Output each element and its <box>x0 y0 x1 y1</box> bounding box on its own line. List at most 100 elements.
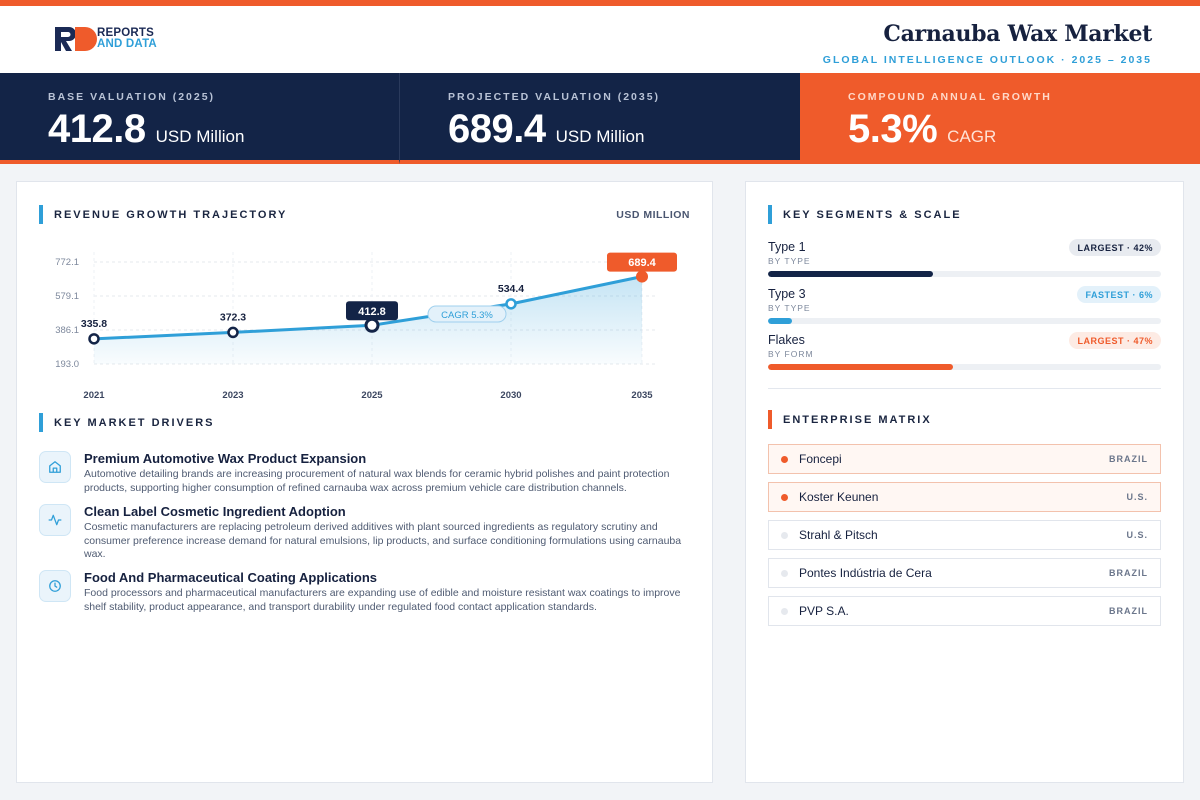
driver-description: Automotive detailing brands are increasi… <box>84 468 670 494</box>
brand-line-2: AND DATA <box>97 38 157 50</box>
revenue-section-header: REVENUE GROWTH TRAJECTORY <box>39 205 287 224</box>
segment-bar <box>768 318 792 324</box>
enterprise-row[interactable]: Koster Keunen U.S. <box>768 482 1161 512</box>
section-divider <box>768 388 1161 389</box>
section-accent-bar <box>39 413 43 432</box>
page-title: Carnauba Wax Market <box>883 21 1152 47</box>
page-header: REPORTS AND DATA Carnauba Wax Market GLO… <box>0 6 1200 73</box>
segment-track <box>768 318 1161 324</box>
revenue-chart: 772.1 579.1 386.1 193.0 2021 2023 2025 2030 2035… <box>55 252 677 401</box>
kpi-value: 5.3% <box>848 107 938 151</box>
chart-point <box>505 298 517 310</box>
left-panel: REVENUE GROWTH TRAJECTORY USD MILLION 77… <box>16 181 713 783</box>
activity-icon <box>39 504 71 536</box>
segment-badge: LARGEST · 47% <box>1069 332 1161 349</box>
value-label-box <box>607 252 677 272</box>
drivers-section-header: KEY MARKET DRIVERS <box>39 413 214 432</box>
value-label: 689.4 <box>628 257 656 269</box>
status-dot <box>781 455 788 463</box>
logo-mark-icon <box>55 27 97 51</box>
kpi-value: 412.8 <box>48 107 146 151</box>
enterprise-country: U.S. <box>1126 492 1148 502</box>
drivers-section-title: KEY MARKET DRIVERS <box>54 416 215 429</box>
chart-point <box>227 326 239 339</box>
segment-name: Type 3 <box>768 287 806 301</box>
top-accent-bar <box>0 0 1200 6</box>
enterprise-name: Foncepi <box>799 452 842 466</box>
driver-description: Food processors and pharmaceutical manuf… <box>84 587 681 613</box>
enterprise-country: BRAZIL <box>1109 454 1148 464</box>
segment-bar <box>768 364 953 370</box>
revenue-section-title: REVENUE GROWTH TRAJECTORY <box>54 208 288 221</box>
enterprise-row[interactable]: Pontes Indústria de Cera BRAZIL <box>768 558 1161 588</box>
enterprise-country: BRAZIL <box>1109 606 1148 616</box>
enterprise-name: Pontes Indústria de Cera <box>799 566 932 580</box>
x-tick-label: 2030 <box>500 390 521 401</box>
value-label: 412.8 <box>358 306 386 318</box>
x-tick-label: 2023 <box>222 390 243 401</box>
chart-unit-label: USD MILLION <box>616 209 690 221</box>
kpi-label: PROJECTED VALUATION (2035) <box>448 91 661 103</box>
x-tick-label: 2035 <box>631 390 653 401</box>
chart-point <box>636 270 648 283</box>
brand-line-1: REPORTS <box>97 27 154 39</box>
y-tick-label: 579.1 <box>55 291 79 302</box>
kpi-cagr: COMPOUND ANNUAL GROWTH 5.3% CAGR <box>800 73 1200 164</box>
driver-title: Food And Pharmaceutical Coating Applicat… <box>84 570 378 585</box>
y-tick-label: 193.0 <box>55 359 79 370</box>
kpi-value: 689.4 <box>448 107 546 151</box>
status-dot <box>781 531 788 539</box>
driver-title: Premium Automotive Wax Product Expansion <box>84 451 367 466</box>
clock-icon <box>39 570 71 602</box>
segment-category: BY TYPE <box>768 303 811 313</box>
driver-description: Cosmetic manufacturers are replacing pet… <box>84 521 682 560</box>
value-label: 335.8 <box>81 318 107 330</box>
section-accent-bar <box>39 205 43 224</box>
enterprise-row[interactable]: Strahl & Pitsch U.S. <box>768 520 1161 550</box>
x-tick-label: 2025 <box>361 390 383 401</box>
value-label: 372.3 <box>220 311 246 323</box>
page-subtitle: GLOBAL INTELLIGENCE OUTLOOK · 2025 – 203… <box>822 54 1152 66</box>
enterprise-row[interactable]: PVP S.A. BRAZIL <box>768 596 1161 626</box>
segment-name: Flakes <box>768 333 805 347</box>
kpi-label: BASE VALUATION (2025) <box>48 91 216 103</box>
kpi-base-valuation: BASE VALUATION (2025) 412.8 USD Million <box>0 73 400 164</box>
enterprise-section-title: ENTERPRISE MATRIX <box>783 413 932 426</box>
segment-track <box>768 364 1161 370</box>
segment-bar <box>768 271 934 277</box>
y-tick-label: 386.1 <box>55 325 79 336</box>
y-tick-label: 772.1 <box>55 257 79 268</box>
kpi-unit: USD Million <box>155 127 245 146</box>
brand-logo[interactable]: REPORTS AND DATA <box>55 27 157 51</box>
value-label: 534.4 <box>498 283 524 295</box>
kpi-row: BASE VALUATION (2025) 412.8 USD Million P… <box>0 73 1200 164</box>
value-label-box <box>346 301 398 321</box>
segment-category: BY TYPE <box>768 256 811 266</box>
section-accent-bar <box>768 410 772 429</box>
enterprise-name: Koster Keunen <box>799 490 879 504</box>
enterprise-section-header: ENTERPRISE MATRIX <box>768 410 932 429</box>
enterprise-row[interactable]: Foncepi BRAZIL <box>768 444 1161 474</box>
status-dot <box>781 493 788 501</box>
cagr-pill: CAGR 5.3% <box>427 305 507 323</box>
kpi-unit: CAGR <box>947 127 997 146</box>
segments-section-title: KEY SEGMENTS & SCALE <box>783 208 962 221</box>
segment-badge: LARGEST · 42% <box>1069 239 1161 256</box>
section-accent-bar <box>768 205 772 224</box>
segment-name: Type 1 <box>768 240 806 254</box>
kpi-unit: USD Million <box>555 127 645 146</box>
home-icon <box>39 451 71 483</box>
kpi-projected-valuation: PROJECTED VALUATION (2035) 689.4 USD Mill… <box>400 73 800 164</box>
segment-track <box>768 271 1161 277</box>
enterprise-country: U.S. <box>1126 530 1148 540</box>
right-panel: KEY SEGMENTS & SCALE Type 1 BY TYPE LARG… <box>745 181 1184 783</box>
segment-category: BY FORM <box>768 349 814 359</box>
chart-point <box>364 317 380 333</box>
enterprise-name: Strahl & Pitsch <box>799 528 878 542</box>
driver-title: Clean Label Cosmetic Ingredient Adoption <box>84 504 346 519</box>
enterprise-name: PVP S.A. <box>799 604 849 618</box>
chart-area-fill <box>94 276 642 364</box>
kpi-label: COMPOUND ANNUAL GROWTH <box>848 91 1052 103</box>
chart-point <box>88 333 100 345</box>
cagr-pill-label: CAGR 5.3% <box>441 310 493 321</box>
